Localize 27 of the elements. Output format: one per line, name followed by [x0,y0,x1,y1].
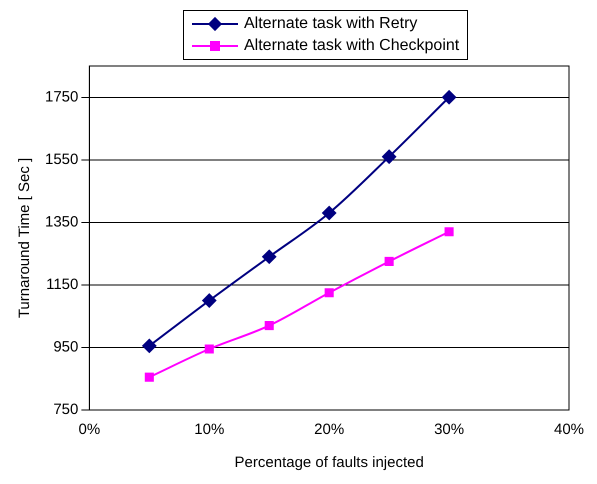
x-axis-title: Percentage of faults injected [234,454,424,472]
y-tick-label: 1350 [44,214,78,231]
point [324,288,334,298]
x-tick-label: 30% [434,421,464,438]
y-tick-label: 1150 [46,276,78,294]
point [322,206,336,220]
point [384,256,394,266]
point [204,344,214,354]
y-tick-label: 750 [53,401,78,418]
point [202,294,216,308]
point [262,250,276,264]
y-tick-label: 1750 [44,88,78,106]
y-tick-label: 950 [53,338,78,356]
point [442,90,456,104]
x-tick-label: 0% [78,421,100,438]
x-tick-label: 10% [194,421,224,438]
point [444,227,454,236]
point [144,372,154,382]
point [382,150,396,164]
y-tick-label: 1550 [44,150,78,168]
x-tick-label: 20% [314,421,344,438]
legend-label: Alternate task with Checkpoint [244,37,460,55]
point [264,321,274,330]
legend-label: Alternate task with Retry [244,15,418,33]
x-tick-label: 40% [554,421,584,438]
point [142,338,156,353]
y-axis-title: Turnaround Time [ Sec ] [16,158,34,318]
